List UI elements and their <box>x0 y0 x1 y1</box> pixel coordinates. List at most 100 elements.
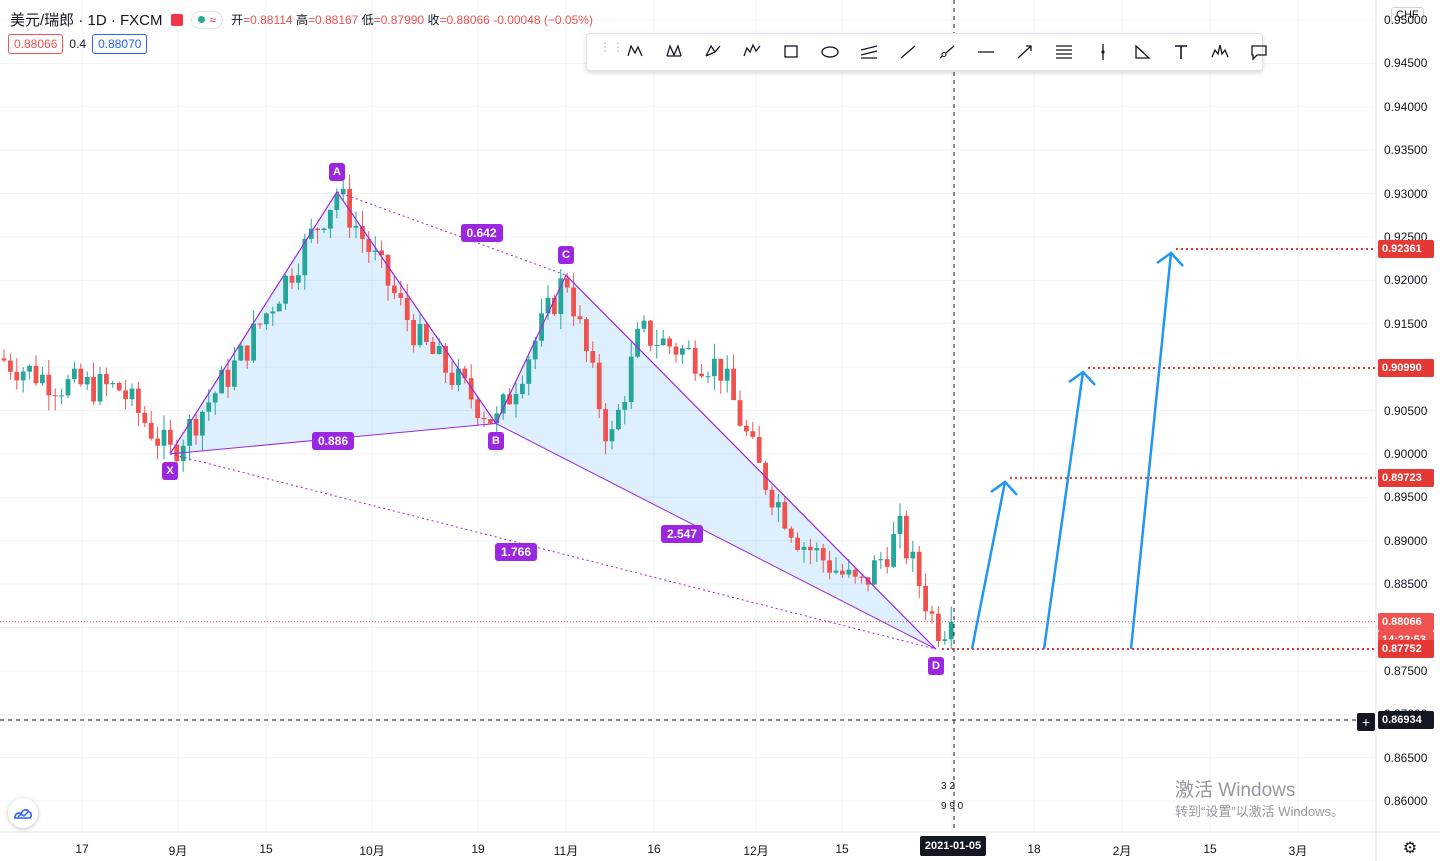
price-level-label[interactable]: 0.88066 <box>1378 612 1434 631</box>
price-level-label[interactable]: 0.86934 <box>1378 710 1434 729</box>
ratio-label[interactable]: 2.547 <box>660 525 704 544</box>
pattern-point-x[interactable]: X <box>162 461 178 480</box>
price-level-label[interactable]: 0.90990 <box>1378 358 1434 377</box>
pattern-point-b[interactable]: B <box>488 431 504 450</box>
candle-body <box>72 368 77 380</box>
quote-panel: 0.88066 0.4 0.88070 <box>8 34 148 54</box>
candle-body <box>212 393 218 403</box>
candle-body <box>929 611 935 614</box>
candle-body <box>155 438 160 446</box>
candle-body <box>705 376 711 378</box>
candle-body <box>507 394 512 405</box>
ratio-label[interactable]: 1.766 <box>494 542 538 561</box>
events-top: 3 2 <box>941 781 955 792</box>
time-tick-label: 9月 <box>168 844 188 858</box>
price-tick-label: 0.92000 <box>1384 273 1428 288</box>
candle-body <box>756 436 762 463</box>
candle-body <box>65 379 71 396</box>
price-level-label[interactable]: 0.87752 <box>1378 639 1434 658</box>
time-tick-label: 15 <box>1203 842 1217 856</box>
candle-body <box>321 228 327 231</box>
gear-icon[interactable]: ⚙ <box>1402 840 1418 857</box>
candle-body <box>193 418 199 436</box>
candle-body <box>219 369 224 394</box>
candle-body <box>936 613 941 641</box>
pattern-point-c[interactable]: C <box>558 246 574 265</box>
high-value: =0.88167 <box>307 13 359 27</box>
tradingview-logo-icon[interactable] <box>8 798 38 828</box>
high-label: 高 <box>295 13 308 27</box>
candle-body <box>315 228 320 231</box>
pattern-point-d[interactable]: D <box>928 657 944 676</box>
drag-handle-icon[interactable]: ⋮⋮ <box>599 40 625 54</box>
fib-retracement-icon[interactable] <box>1044 35 1083 69</box>
candle-body <box>308 228 314 239</box>
horizontal-line-icon[interactable] <box>966 35 1005 69</box>
candle-body <box>14 371 20 381</box>
rectangle-icon[interactable] <box>771 35 810 69</box>
candle-body <box>264 313 269 325</box>
candle-body <box>814 548 820 551</box>
candle-body <box>680 348 685 355</box>
candle-body <box>648 320 653 346</box>
candle-body <box>532 340 538 360</box>
candle-body <box>334 194 340 210</box>
candle-body <box>859 576 864 578</box>
candle-body <box>942 639 948 641</box>
sell-button[interactable]: 0.88066 <box>8 34 64 54</box>
flag-icon[interactable] <box>170 13 183 26</box>
candle-body <box>686 347 692 349</box>
add-alert-plus-icon[interactable]: + <box>1357 713 1375 731</box>
price-tick-label: 0.95000 <box>1384 13 1428 27</box>
text-icon[interactable] <box>1161 35 1200 69</box>
candle-body <box>494 413 500 424</box>
candle-body <box>699 373 704 377</box>
price-level-label[interactable]: 0.89723 <box>1378 468 1434 487</box>
price-tick-label: 0.94500 <box>1384 56 1428 71</box>
abcd-pattern-icon[interactable] <box>693 35 732 69</box>
callout-icon[interactable] <box>1239 35 1278 69</box>
open-label: 开 <box>231 13 244 27</box>
ellipse-icon[interactable] <box>810 35 849 69</box>
xd-ratio-line <box>169 453 937 650</box>
price-tick-label: 0.93500 <box>1384 143 1428 158</box>
candle-body <box>40 374 45 384</box>
candle-body <box>289 275 295 283</box>
head-shoulders-icon[interactable] <box>1200 35 1239 69</box>
candle-body <box>795 537 800 550</box>
parallel-channel-icon[interactable] <box>849 35 888 69</box>
candle-body <box>443 345 448 373</box>
candle-body <box>475 399 480 418</box>
candle-body <box>136 388 141 413</box>
candle-body <box>654 345 660 347</box>
candle-body <box>104 374 109 385</box>
candle-body <box>635 328 640 357</box>
candle-body <box>398 293 404 298</box>
target-arrow-line <box>1042 371 1085 650</box>
candle-body <box>910 551 916 559</box>
buy-button[interactable]: 0.88070 <box>92 34 148 54</box>
candle-body <box>846 569 852 575</box>
time-tick-label: 3月 <box>1288 844 1308 858</box>
target-arrow-head <box>1156 251 1184 267</box>
time-tick-label: 15 <box>835 842 849 856</box>
arrow-icon[interactable] <box>1005 35 1044 69</box>
price-level-label[interactable]: 0.92361 <box>1378 240 1434 258</box>
cypher-pattern-icon[interactable] <box>654 35 693 69</box>
elliott-wave-icon[interactable] <box>732 35 771 69</box>
xabcd-pattern-icon[interactable] <box>615 35 654 69</box>
pattern-point-a[interactable]: A <box>329 162 345 181</box>
currency-badge[interactable]: CHF <box>1391 7 1424 23</box>
ratio-label[interactable]: 0.642 <box>460 224 503 243</box>
trend-line-icon[interactable] <box>888 35 927 69</box>
candle-body <box>251 323 256 361</box>
ratio-label[interactable]: 0.886 <box>311 431 355 450</box>
symbol-title[interactable]: 美元/瑞郎 · 1D · FXCM <box>10 12 163 29</box>
vertical-line-icon[interactable] <box>1083 35 1122 69</box>
candle-body <box>244 345 250 361</box>
indicator-toggle[interactable]: ≈ <box>190 10 224 29</box>
economic-events[interactable]: 3 2 9 9 0 <box>941 781 963 812</box>
triangle-pattern-icon[interactable] <box>1122 35 1161 69</box>
ray-icon[interactable] <box>927 35 966 69</box>
